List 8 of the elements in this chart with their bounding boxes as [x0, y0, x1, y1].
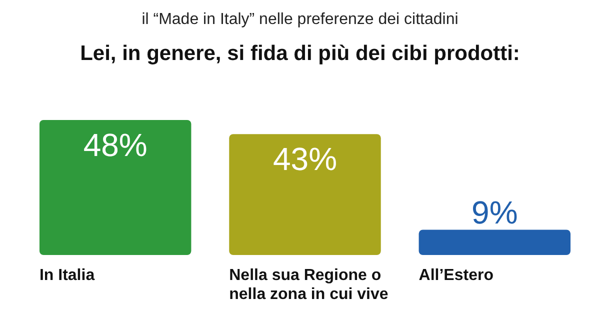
- x-tick-label: Nella sua Regione o nella zona in cui vive: [229, 267, 388, 303]
- chart-subtitle: Lei, in genere, si fida di più dei cibi prodotti:: [80, 42, 520, 65]
- x-tick-label: All’Estero: [418, 267, 494, 284]
- chart-title: il “Made in Italy” nelle preferenze dei cittadini: [142, 11, 458, 28]
- data-label: 43%: [272, 141, 338, 178]
- x-tick-label: In Italia: [39, 267, 95, 284]
- data-label: 48%: [83, 127, 148, 163]
- data-label: 9%: [472, 194, 518, 231]
